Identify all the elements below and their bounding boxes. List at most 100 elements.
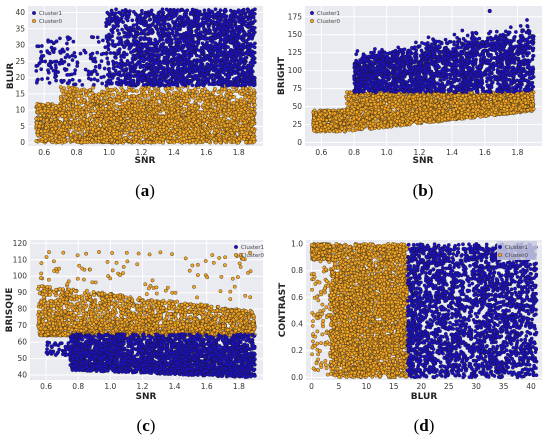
panel-a-point-cluster0: [43, 135, 47, 140]
panel-a-point-cluster0: [228, 95, 233, 100]
panel-a-point-cluster1: [234, 14, 238, 18]
panel-a-point-cluster0: [228, 123, 233, 127]
panel-a-point-cluster0: [114, 88, 119, 93]
panel-a-point-cluster0: [182, 130, 186, 134]
panel-a-point-cluster0: [52, 114, 56, 119]
panel-a-point-cluster0: [145, 101, 149, 106]
panel-a-point-cluster1: [141, 59, 146, 64]
panel-a-point-cluster0: [112, 98, 116, 103]
panel-a-point-cluster0: [141, 127, 145, 132]
panel-a-point-cluster1: [75, 64, 80, 68]
panel-a-point-cluster0: [219, 97, 224, 102]
panel-a-point-cluster0: [229, 131, 234, 135]
panel-a-point-cluster0: [240, 92, 244, 96]
panel-a-point-cluster1: [39, 49, 43, 54]
panel-a-point-cluster1: [248, 82, 252, 87]
panel-a-point-cluster0: [194, 123, 199, 127]
panel-a-point-cluster0: [117, 99, 122, 104]
panel-a-point-cluster1: [93, 64, 98, 69]
panel-a-point-cluster0: [41, 103, 45, 107]
panel-a-point-cluster1: [216, 12, 220, 17]
panel-a-point-cluster0: [246, 126, 251, 131]
panel-a-point-cluster0: [210, 121, 215, 126]
panel-a-point-cluster0: [45, 101, 50, 106]
panel-a-point-cluster1: [95, 78, 100, 83]
panel-a-point-cluster0: [222, 117, 227, 122]
panel-a-point-cluster0: [162, 97, 167, 102]
panel-a-point-cluster0: [189, 132, 194, 137]
panel-a-point-cluster0: [170, 106, 174, 111]
panel-a-point-cluster1: [149, 8, 154, 13]
panel-a-point-cluster1: [110, 39, 115, 43]
panel-a-point-cluster1: [46, 39, 51, 44]
panel-a-point-cluster0: [86, 126, 91, 131]
panel-a-point-cluster1: [40, 77, 44, 81]
panel-a-point-cluster0: [179, 102, 183, 107]
panel-a-point-cluster0: [157, 131, 162, 136]
panel-a-point-cluster1: [43, 59, 48, 64]
panel-a-point-cluster1: [62, 78, 66, 83]
panel-a-point-cluster0: [128, 122, 133, 126]
panel-a-point-cluster0: [39, 109, 44, 114]
panel-a-point-cluster1: [155, 60, 160, 65]
panel-a-point-cluster0: [157, 140, 162, 144]
panel-a-point-cluster1: [183, 66, 187, 71]
panel-a-point-cluster1: [157, 10, 161, 15]
panel-a-point-cluster1: [237, 41, 241, 46]
panel-a-point-cluster1: [65, 41, 69, 46]
panel-a-point-cluster1: [238, 53, 243, 58]
panel-a-point-cluster0: [196, 110, 201, 114]
panel-a-point-cluster1: [184, 31, 189, 35]
panel-a-point-cluster1: [198, 54, 202, 59]
panel-a-point-cluster0: [189, 122, 193, 126]
panel-a-point-cluster0: [244, 131, 249, 136]
panel-a-point-cluster1: [233, 82, 238, 87]
panel-a-points: [34, 7, 257, 145]
panel-a-point-cluster0: [218, 111, 223, 116]
panel-a-point-cluster0: [109, 112, 113, 117]
panel-a-point-cluster0: [58, 85, 63, 89]
panel-a-point-cluster0: [144, 134, 149, 139]
panel-a-point-cluster1: [123, 12, 127, 16]
panel-a-point-cluster1: [190, 74, 195, 79]
panel-a-point-cluster0: [232, 116, 237, 121]
panel-a-point-cluster0: [166, 139, 170, 143]
panel-a-point-cluster0: [96, 99, 100, 104]
panel-a-point-cluster0: [130, 110, 134, 114]
panel-a-point-cluster1: [154, 69, 158, 74]
panel-a-point-cluster0: [43, 129, 47, 133]
panel-a-point-cluster0: [225, 127, 229, 131]
panel-a-point-cluster0: [227, 88, 232, 93]
panel-a-point-cluster1: [120, 27, 124, 32]
panel-a-point-cluster0: [82, 117, 86, 121]
panel-a-point-cluster0: [169, 124, 174, 128]
panel-a-point-cluster0: [67, 111, 71, 116]
panel-a-point-cluster1: [139, 50, 143, 55]
panel-a-point-cluster1: [51, 48, 56, 53]
panel-a-point-cluster0: [62, 103, 66, 107]
panel-a-point-cluster1: [47, 51, 52, 56]
panel-a-point-cluster0: [54, 110, 58, 115]
panel-a-point-cluster1: [58, 49, 62, 54]
panel-a-point-cluster0: [38, 121, 43, 126]
panel-a-point-cluster1: [86, 72, 91, 77]
panel-a-point-cluster0: [59, 88, 64, 93]
panel-a-point-cluster0: [85, 121, 90, 126]
panel-a-point-cluster0: [58, 97, 63, 102]
panel-a-point-cluster0: [90, 109, 95, 113]
panel-a-point-cluster1: [131, 28, 136, 32]
panel-a-point-cluster1: [201, 50, 206, 54]
panel-a-point-cluster1: [245, 42, 250, 46]
panel-a-point-cluster0: [101, 105, 105, 110]
panel-a-point-cluster0: [246, 135, 251, 139]
panel-a-point-cluster0: [127, 95, 131, 100]
panel-a-point-cluster1: [206, 47, 210, 52]
panel-a-point-cluster1: [199, 46, 204, 50]
panel-a-point-cluster0: [161, 117, 166, 122]
panel-a-point-cluster1: [99, 75, 104, 80]
panel-a-point-cluster0: [187, 98, 191, 103]
panel-a-point-cluster1: [140, 8, 144, 13]
panel-a-point-cluster0: [202, 87, 207, 91]
panel-a-point-cluster1: [174, 11, 179, 16]
panel-a-point-cluster0: [235, 128, 239, 132]
